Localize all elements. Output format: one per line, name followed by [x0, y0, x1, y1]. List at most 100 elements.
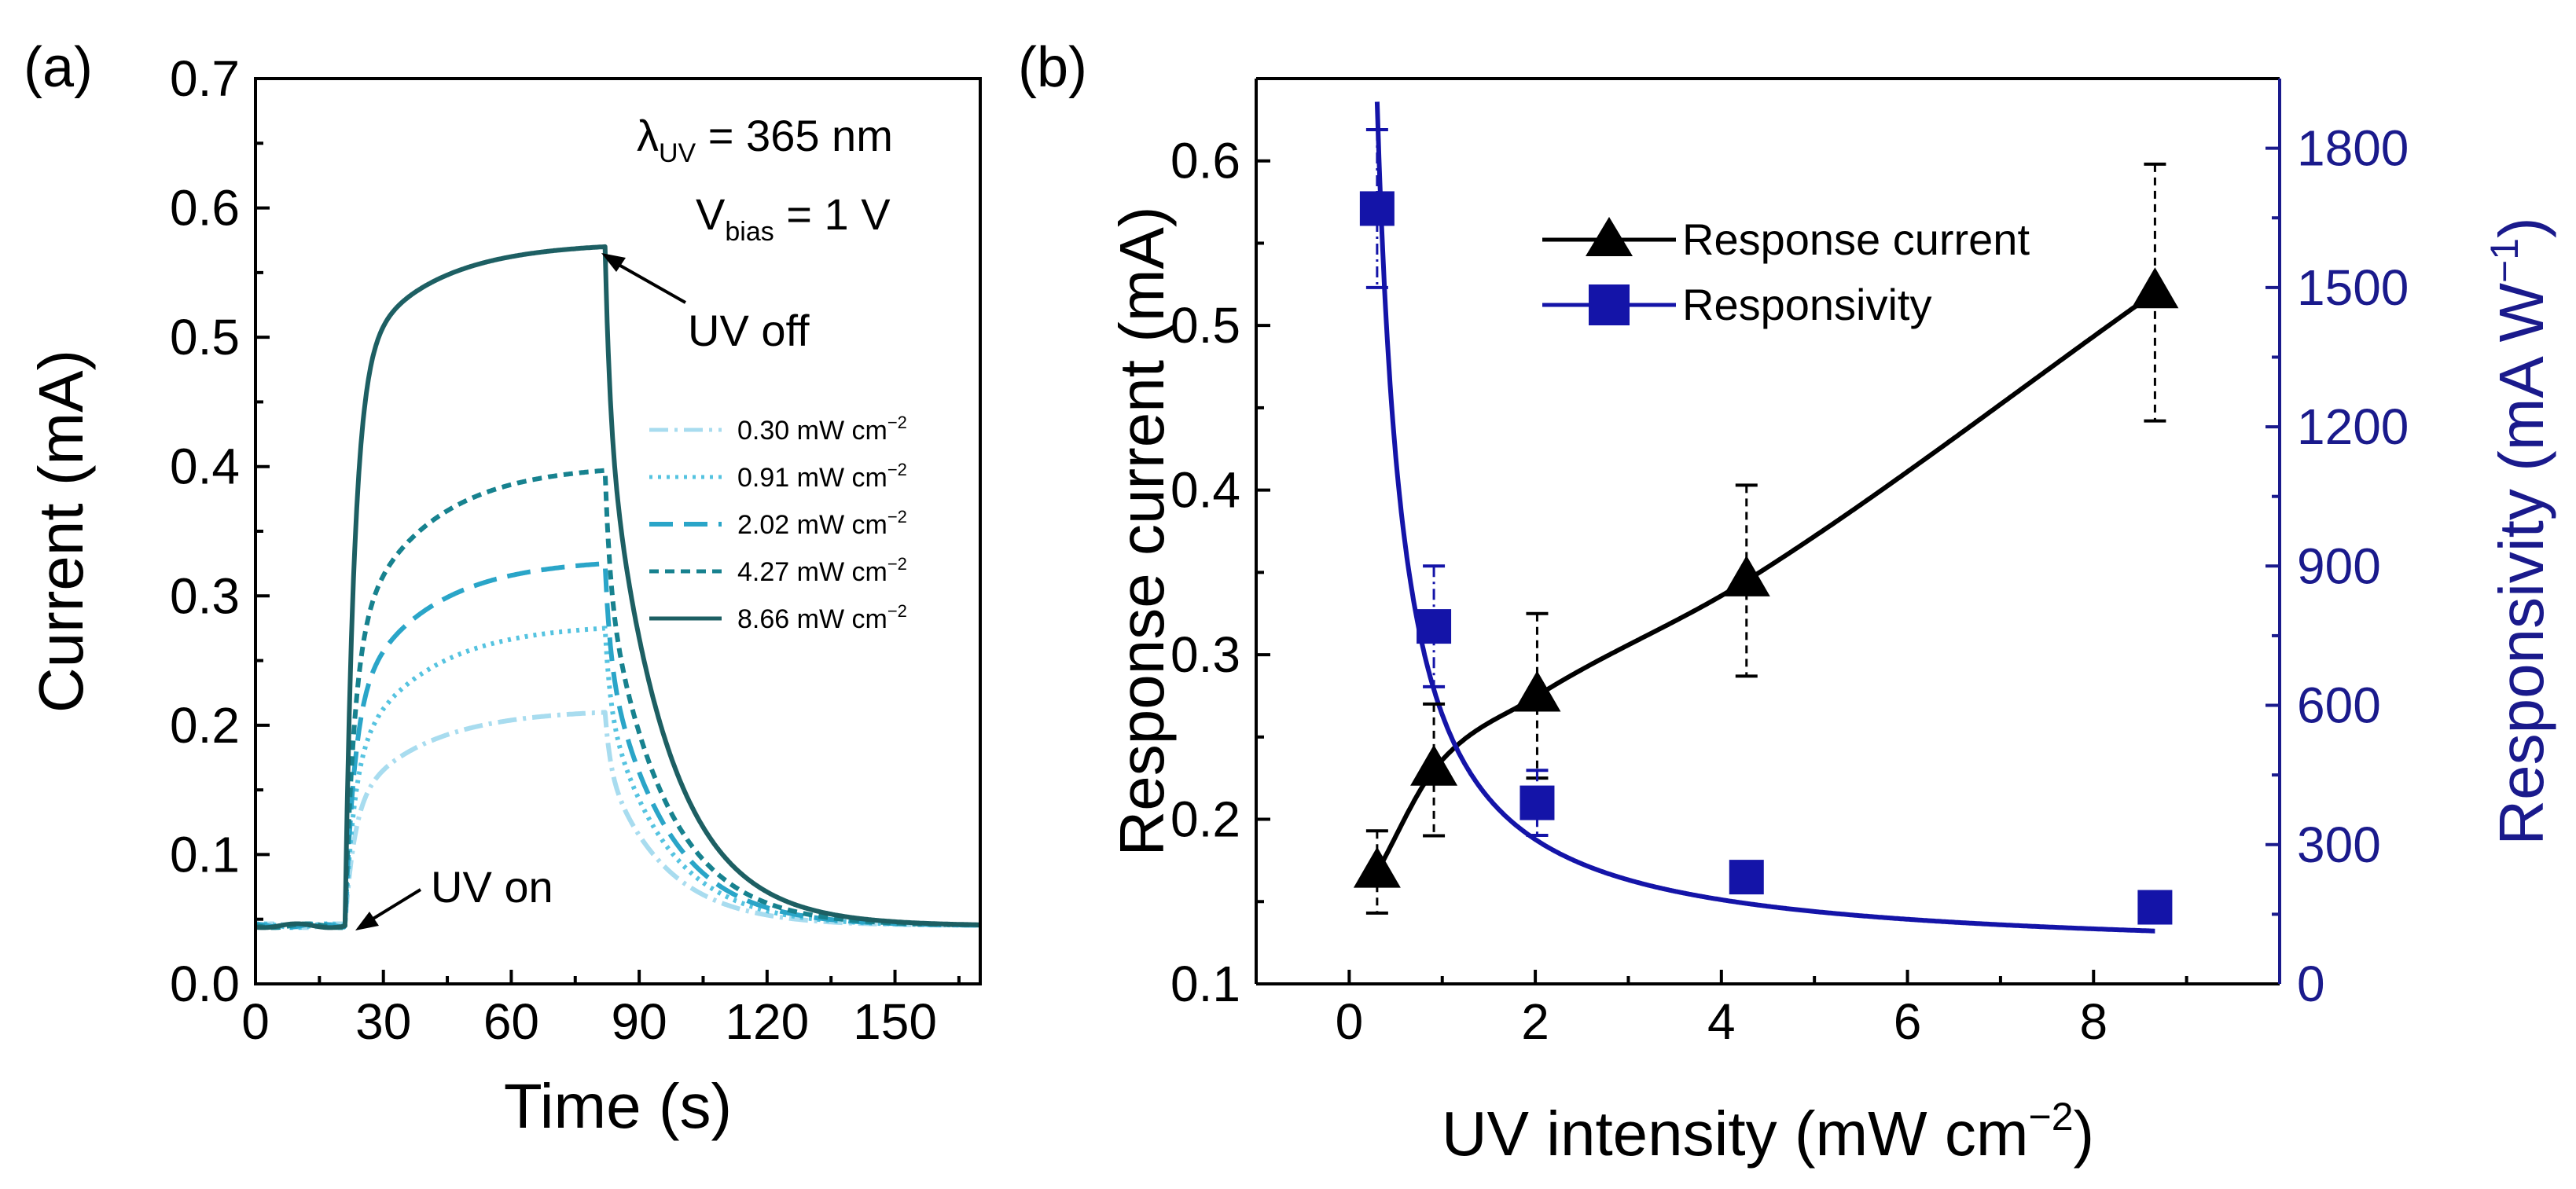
panel-b-left-tick-label: 0.1 — [1170, 956, 1240, 1012]
panel-b-legend: Response current Responsivity — [1542, 215, 2030, 329]
legend-a-label-4-text: 8.66 mW cm — [737, 604, 887, 634]
panel-b-left-tick-label: 0.6 — [1170, 133, 1240, 189]
legend-a-label-3: 4.27 mW cm−2 — [737, 554, 907, 587]
legend-b-label-0: Response current — [1682, 215, 2030, 264]
uv-off-arrow — [608, 258, 686, 304]
responsivity-curve — [1374, 101, 2155, 934]
legend-a-item-4: 8.66 mW cm−2 — [649, 601, 907, 634]
response-current-point — [1513, 670, 1561, 712]
legend-a-label-0-text: 0.30 mW cm — [737, 416, 887, 446]
uv-off-annotation: UV off — [601, 253, 810, 355]
legend-a-label-2-text: 2.02 mW cm — [737, 510, 887, 540]
panel-b-right-tick-label: 1500 — [2297, 259, 2409, 316]
legend-a-label-1-sup: −2 — [887, 460, 907, 479]
legend-a-label-1-text: 0.91 mW cm — [737, 463, 887, 493]
response-current-point — [1353, 846, 1401, 888]
legend-a-item-2: 2.02 mW cm−2 — [649, 507, 907, 540]
panel-a-y-tick-label: 0.5 — [170, 309, 240, 365]
responsivity-point — [1520, 785, 1555, 820]
legend-a-item-0: 0.30 mW cm−2 — [649, 413, 907, 446]
panel-b-x-tick-label: 8 — [2079, 993, 2107, 1050]
uv-on-arrowhead — [355, 912, 379, 930]
legend-a-item-3: 4.27 mW cm−2 — [649, 554, 907, 587]
response-current-curve — [1375, 290, 2157, 874]
panel-a-series — [254, 244, 982, 930]
legend-a-label-3-sup: −2 — [887, 554, 907, 574]
panel-b-right-tick-label: 0 — [2297, 956, 2325, 1012]
uv-on-annotation: UV on — [355, 862, 553, 930]
panel-b-x-tick-label: 2 — [1521, 993, 1549, 1050]
panel-b-right-axis-label: Responsivity (mA W−1) — [2482, 217, 2556, 845]
panel-a-x-tick-label: 120 — [725, 993, 809, 1050]
panel-b: (b) 0 2 4 6 8 0.1 0.2 0.3 0.4 0.5 0.6 0 300 600 900 120… — [1018, 36, 2556, 1169]
legend-a-label-0: 0.30 mW cm−2 — [737, 413, 907, 446]
panel-b-x-tick-label: 4 — [1707, 993, 1736, 1050]
vbias-symbol: V — [696, 189, 726, 239]
panel-a-plot-frame — [254, 77, 982, 985]
panel-b-right-tick-label: 600 — [2297, 677, 2381, 734]
panel-b-right-tick-label: 300 — [2297, 817, 2381, 873]
panel-a-legend: 0.30 mW cm−2 0.91 mW cm−2 2.02 mW cm−2 4… — [649, 413, 907, 634]
legend-b-square-marker — [1589, 284, 1630, 325]
panel-b-right-tick-label: 1200 — [2297, 398, 2409, 455]
panel-a-series-line-1 — [254, 626, 982, 930]
panel-a-x-tick-label: 0 — [241, 993, 270, 1050]
panel-b-x-tick-label: 0 — [1336, 993, 1364, 1050]
lambda-symbol: λ — [637, 111, 659, 160]
response-current-point — [1410, 744, 1458, 786]
panel-a-y-axis-label: Current (mA) — [26, 350, 96, 713]
legend-b-label-1: Responsivity — [1682, 280, 1931, 329]
responsivity-point — [2137, 890, 2173, 925]
panel-a-ticks: 0 30 60 90 120 150 0.0 0.1 0.2 0.3 0.4 0.5 0.6 0.7 — [170, 50, 961, 1050]
panel-b-left-tick-label: 0.5 — [1170, 297, 1240, 354]
uv-off-arrowhead — [601, 253, 626, 272]
lambda-value: = 365 nm — [696, 111, 893, 160]
panel-a-series-line-3 — [254, 468, 982, 930]
legend-a-label-1: 0.91 mW cm−2 — [737, 460, 907, 493]
panel-b-x-tick-label: 6 — [1894, 993, 1922, 1050]
legend-a-item-1: 0.91 mW cm−2 — [649, 460, 907, 493]
panel-b-x-label-end: ) — [2074, 1099, 2095, 1169]
panel-b-left-tick-label: 0.4 — [1170, 462, 1240, 519]
panel-a-y-tick-label: 0.4 — [170, 439, 240, 495]
uv-off-label: UV off — [688, 306, 810, 355]
responsivity-point — [1359, 191, 1395, 226]
panel-a-y-tick-label: 0.6 — [170, 180, 240, 237]
vbias-subscript: bias — [725, 217, 774, 247]
panel-a-label: (a) — [24, 36, 93, 99]
legend-a-label-4-sup: −2 — [887, 601, 907, 621]
panel-b-x-label-sup: −2 — [2029, 1095, 2074, 1139]
legend-b-triangle-marker — [1586, 217, 1633, 256]
responsivity-point — [1729, 860, 1764, 895]
legend-b-item-1: Responsivity — [1542, 280, 1931, 329]
legend-a-label-4: 8.66 mW cm−2 — [737, 601, 907, 634]
response-current-point — [1722, 555, 1770, 596]
panel-a-y-tick-label: 0.0 — [170, 956, 240, 1012]
panel-b-label: (b) — [1018, 36, 1087, 99]
legend-a-label-2: 2.02 mW cm−2 — [737, 507, 907, 540]
panel-a-y-tick-label: 0.3 — [170, 567, 240, 624]
panel-b-left-axis-label: Response current (mA) — [1107, 207, 1177, 857]
panel-a: (a) 0 30 60 90 120 150 0.0 0.1 0.2 0.3 0.4 0.5 0.6 0.… — [24, 36, 982, 1141]
uv-on-label: UV on — [431, 862, 553, 912]
panel-b-left-tick-label: 0.3 — [1170, 626, 1240, 683]
vbias-value: = 1 V — [774, 189, 891, 239]
panel-b-right-label-end: ) — [2486, 217, 2556, 238]
responsivity-point — [1417, 609, 1452, 644]
panel-a-y-tick-label: 0.1 — [170, 826, 240, 883]
response-current-point — [2131, 267, 2179, 309]
panel-a-series-line-2 — [254, 561, 982, 930]
panel-a-series-line-4 — [254, 244, 982, 930]
panel-b-right-tick-label: 900 — [2297, 538, 2381, 594]
panel-b-x-axis-label: UV intensity (mW cm−2) — [1442, 1095, 2094, 1169]
panel-b-left-tick-label: 0.2 — [1170, 791, 1240, 848]
panel-b-right-label-sup: −1 — [2482, 238, 2526, 283]
wavelength-annotation: λUV = 365 nm — [637, 111, 893, 168]
panel-b-right-label-text: Responsivity (mA W — [2486, 282, 2556, 845]
legend-a-label-3-text: 4.27 mW cm — [737, 557, 887, 587]
bias-annotation: Vbias = 1 V — [696, 189, 891, 247]
panel-a-x-tick-label: 60 — [483, 993, 539, 1050]
panel-a-y-tick-label: 0.2 — [170, 697, 240, 754]
legend-a-label-2-sup: −2 — [887, 507, 907, 527]
